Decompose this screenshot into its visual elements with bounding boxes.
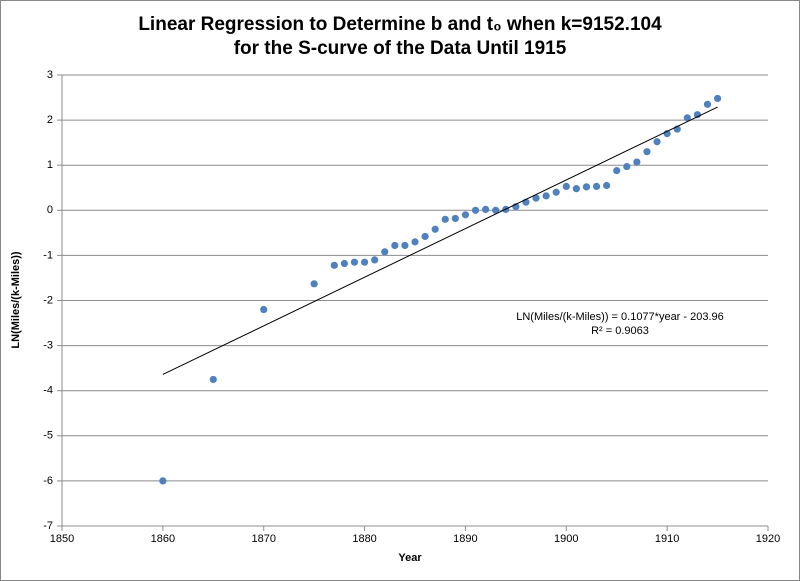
chart-subtitle: for the S-curve of the Data Until 1915 (234, 38, 567, 59)
point (381, 248, 389, 256)
point (340, 259, 348, 268)
point (542, 192, 550, 200)
point (350, 258, 359, 266)
y-tick-label: -6 (43, 475, 53, 487)
point (492, 206, 500, 214)
point (532, 194, 540, 202)
x-tick-label: 1910 (655, 533, 679, 545)
point (603, 181, 611, 190)
x-tick-label: 1850 (50, 533, 74, 545)
x-tick-label: 1870 (251, 533, 275, 545)
x-tick-label: 1920 (756, 533, 780, 545)
point (633, 158, 641, 166)
point (562, 182, 570, 190)
point (482, 205, 490, 213)
y-tick-label: -1 (43, 249, 53, 261)
point (713, 94, 722, 103)
point (421, 232, 429, 241)
point (592, 182, 601, 190)
y-tick-label: 2 (47, 114, 53, 126)
point (683, 114, 691, 122)
point (582, 183, 591, 191)
point (613, 167, 621, 175)
y-tick-label: -4 (43, 385, 53, 397)
y-tick-label: 0 (47, 204, 53, 216)
y-tick-label: -7 (43, 520, 53, 532)
point (391, 241, 399, 250)
point (371, 256, 379, 264)
y-tick-label: 3 (47, 69, 53, 81)
point (461, 211, 470, 219)
point (572, 185, 580, 193)
point (643, 148, 651, 156)
point (431, 225, 439, 233)
point (623, 162, 631, 171)
r-squared: R² = 0.9063 (591, 325, 649, 337)
x-axis-title: Year (398, 552, 422, 564)
trendline (162, 106, 718, 375)
y-tick-label: -5 (43, 430, 53, 442)
point (693, 111, 702, 119)
point (552, 188, 560, 196)
point (330, 261, 338, 269)
point (159, 477, 167, 485)
point (401, 241, 409, 250)
chart-title: Linear Regression to Determine b and t₀ … (138, 14, 662, 35)
point (411, 238, 419, 246)
y-tick-label: 1 (47, 159, 53, 171)
point (471, 206, 480, 214)
equation: LN(Miles/(k-Miles)) = 0.1077*year - 203.… (516, 311, 724, 323)
x-tick-label: 1900 (554, 533, 578, 545)
point (310, 280, 318, 288)
point (703, 100, 712, 108)
point (260, 305, 268, 314)
x-tick-label: 1860 (151, 533, 175, 545)
y-axis-title: LN(Miles/(k-Miles)) (10, 251, 22, 349)
x-tick-label: 1880 (352, 533, 376, 545)
y-tick-label: -2 (43, 294, 53, 306)
point (209, 375, 217, 384)
point (451, 214, 459, 223)
point (360, 258, 369, 266)
point (653, 138, 661, 146)
point (441, 215, 449, 223)
y-tick-label: -3 (43, 340, 53, 352)
x-tick-label: 1890 (453, 533, 477, 545)
